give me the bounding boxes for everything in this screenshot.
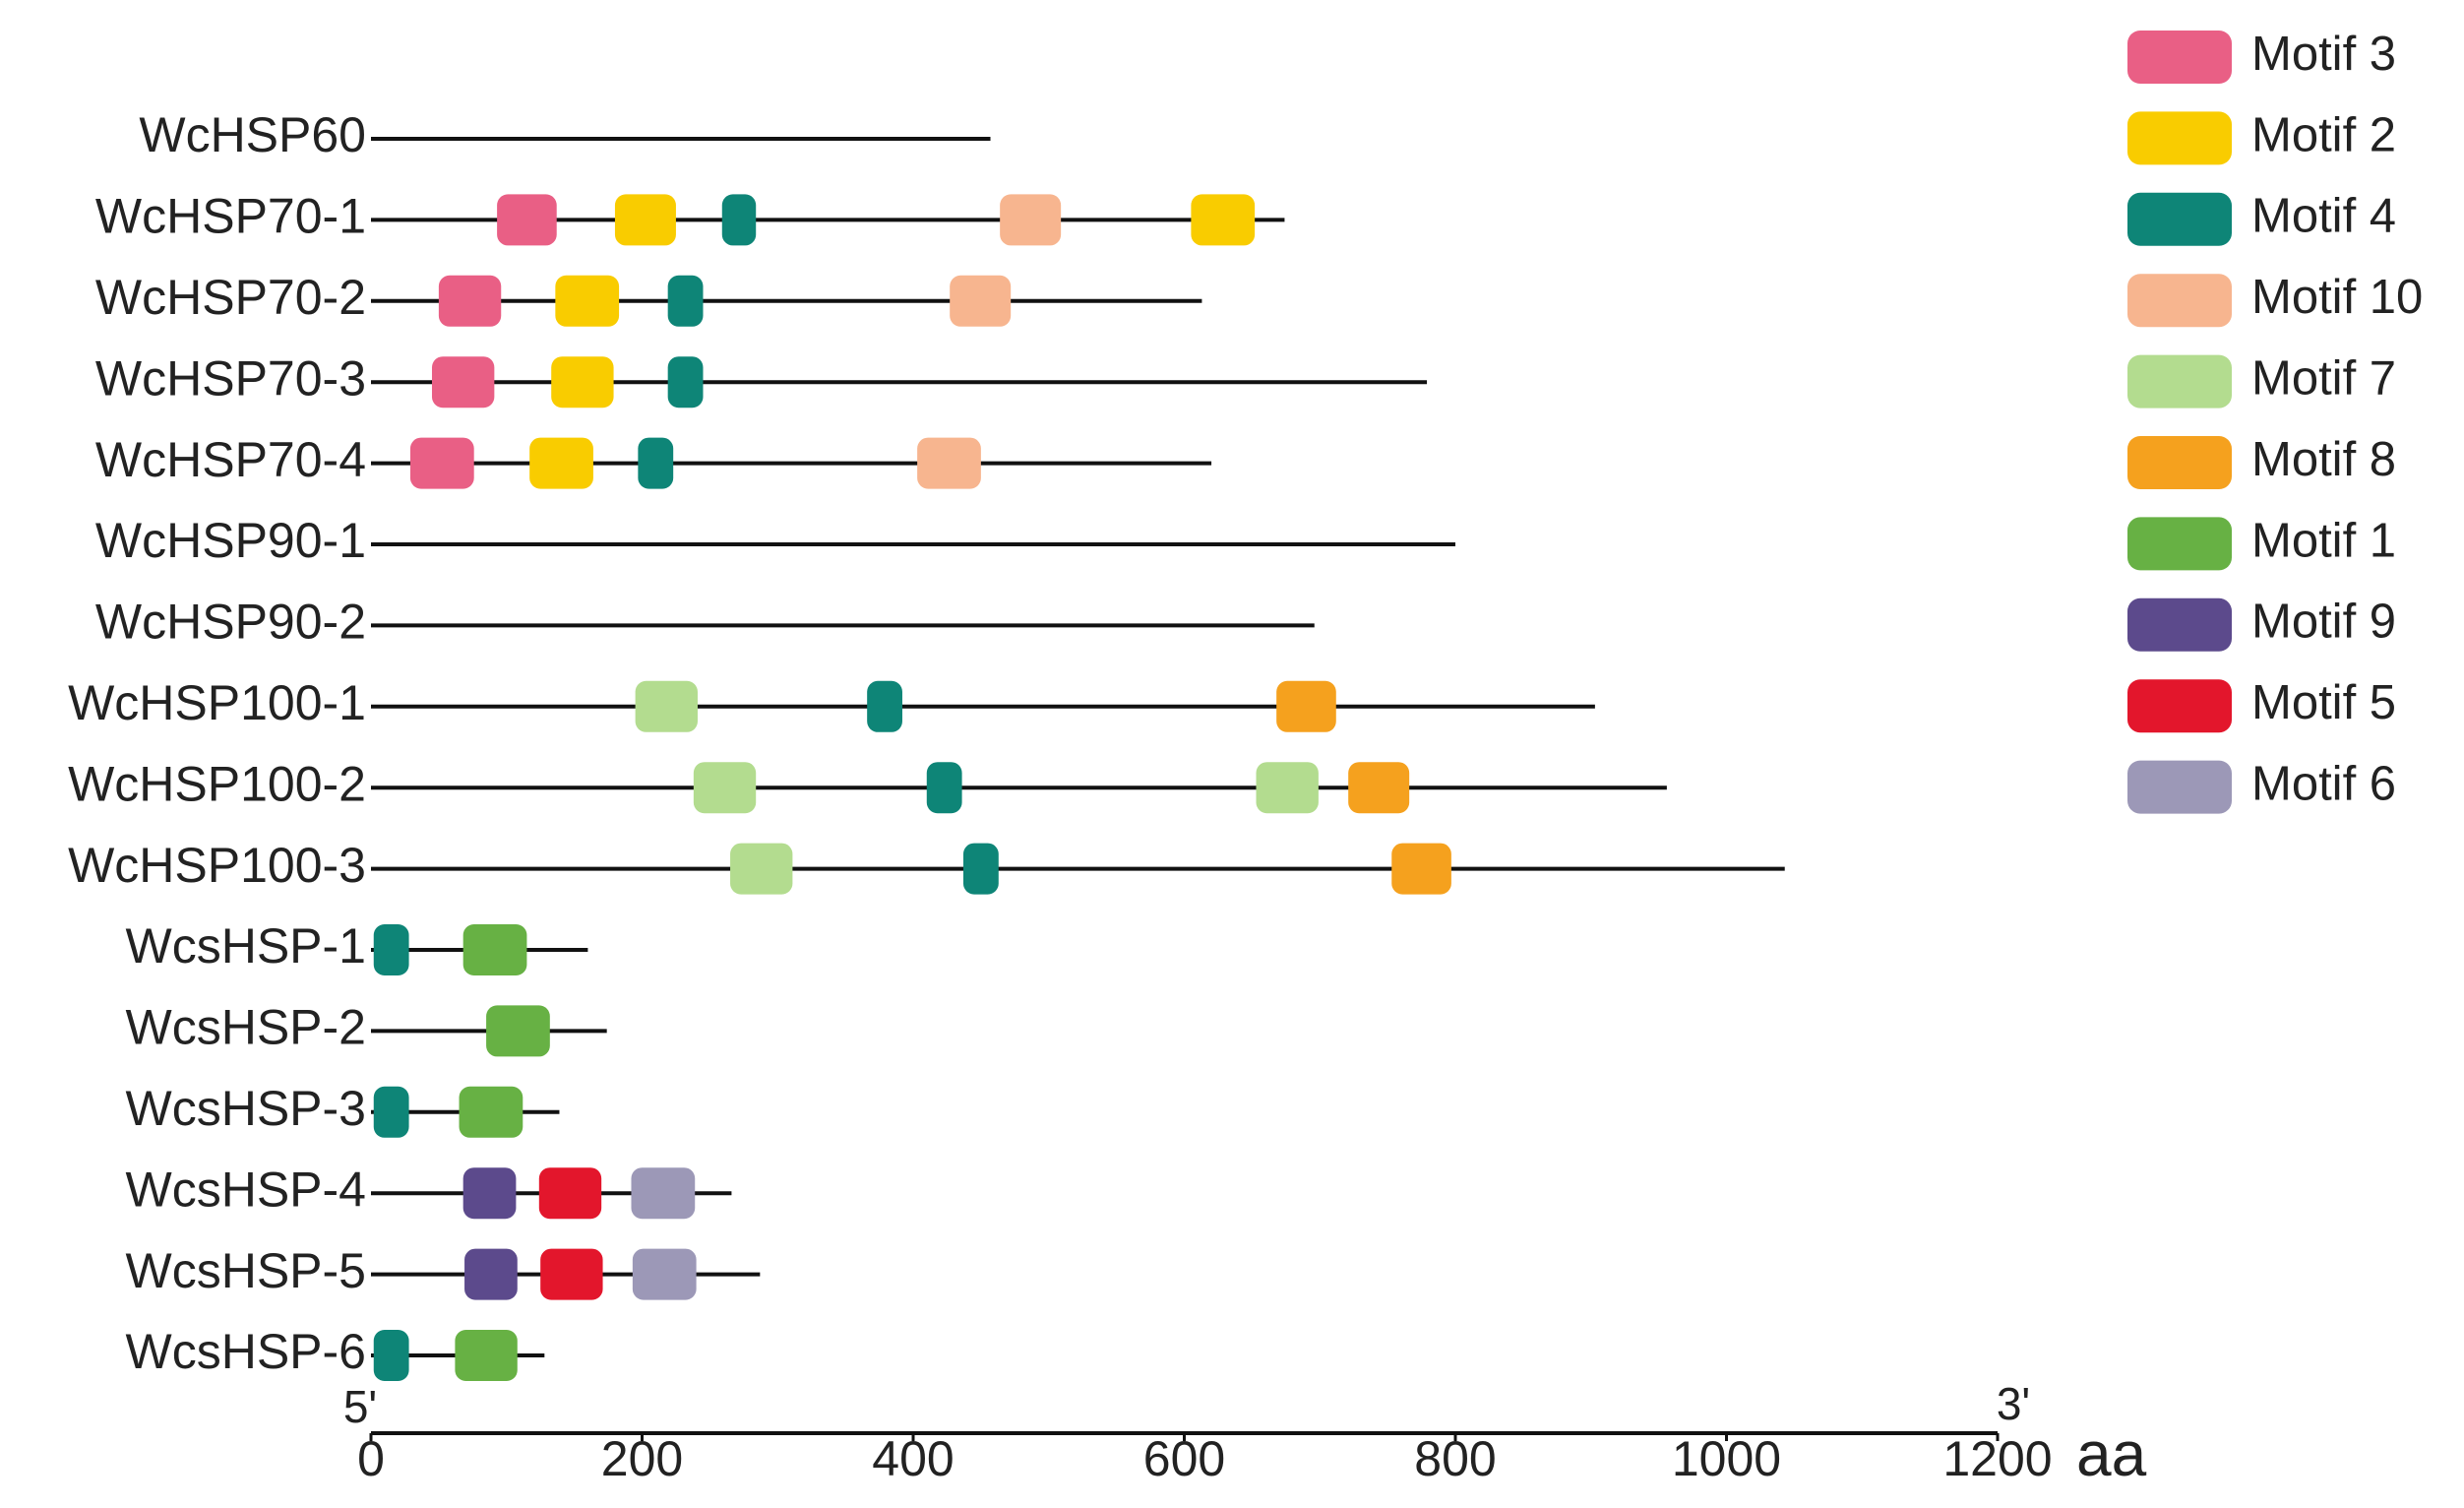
motif-box [693,762,757,814]
legend-swatch [2127,760,2232,814]
motif-box [409,437,474,489]
legend-label: Motif 6 [2251,758,2396,811]
motif-box [631,1167,696,1220]
protein-label: WcsHSP-3 [126,1081,366,1136]
x-tick-label: 1000 [1672,1431,1781,1486]
motif-box [1276,680,1336,732]
legend-label: Motif 3 [2251,28,2396,81]
protein-label: WcsHSP-4 [126,1162,366,1217]
motif-box [1391,843,1451,895]
motif-box [438,275,502,327]
protein-label: WcHSP90-1 [95,513,366,568]
motif-box [462,1167,517,1220]
legend-swatch [2127,436,2232,489]
legend-label: Motif 2 [2251,108,2396,161]
protein-label: WcHSP70-4 [95,432,366,487]
protein-label: WcHSP90-2 [95,595,366,650]
motif-box [373,924,409,975]
motif-box [721,194,757,246]
motif-box [373,1086,409,1138]
protein-label: WcHSP100-1 [68,675,366,730]
x-tick-label: 200 [601,1431,683,1486]
legend-swatch [2127,354,2232,408]
x-tick-label: 0 [357,1431,385,1486]
legend-swatch [2127,679,2232,733]
protein-label: WcHSP70-1 [95,189,366,244]
legend-label: Motif 7 [2251,352,2396,406]
legend-swatch [2127,111,2232,165]
protein-label: WcHSP70-3 [95,350,366,406]
motif-box [730,843,793,895]
legend-label: Motif 5 [2251,676,2396,729]
protein-label: WcsHSP-5 [126,1243,366,1298]
x-unit-label: aa [2076,1418,2147,1489]
legend-swatch [2127,274,2232,328]
motif-box [455,1330,518,1381]
x-tick-label: 800 [1414,1431,1496,1486]
motif-box [667,275,704,327]
motif-box [551,356,614,408]
motif-box [1256,762,1319,814]
motif-box [555,275,620,327]
legend-swatch [2127,597,2232,652]
motif-box [950,275,1012,327]
motif-box [632,1248,697,1300]
legend-label: Motif 8 [2251,433,2396,486]
motif-box [1000,194,1062,246]
motif-box [497,194,557,246]
motif-box [373,1330,409,1381]
x-tick-label: 400 [872,1431,954,1486]
motif-box [431,356,495,408]
motif-box [926,762,962,814]
three-prime-label: 3' [1997,1378,2030,1429]
protein-label: WcHSP100-3 [68,838,366,893]
motif-box [962,843,999,895]
motif-box [538,1167,602,1220]
protein-label: WcsHSP-1 [126,918,366,974]
motif-box [638,437,674,489]
legend-swatch [2127,517,2232,571]
x-tick-label: 600 [1143,1431,1225,1486]
motif-box [1191,194,1256,246]
motif-box [667,356,704,408]
motif-box [464,1248,518,1300]
motif-box [1348,762,1410,814]
motif-box [867,680,902,732]
protein-label: WcsHSP-2 [126,1000,366,1055]
legend-swatch [2127,192,2232,246]
legend-label: Motif 10 [2251,271,2423,324]
five-prime-label: 5' [343,1381,377,1432]
protein-label: WcHSP60 [139,107,366,162]
protein-label: WcsHSP-6 [126,1324,366,1379]
motif-box [462,924,527,975]
motif-box [540,1248,603,1300]
motif-box [529,437,593,489]
protein-label: WcHSP100-2 [68,756,366,811]
motif-box [486,1005,550,1057]
motif-box [635,680,698,732]
legend-label: Motif 4 [2251,190,2396,243]
protein-label: WcHSP70-2 [95,270,366,325]
legend-label: Motif 9 [2251,596,2396,649]
motif-box [917,437,981,489]
motif-box [459,1086,524,1138]
motif-box [614,194,676,246]
legend-label: Motif 1 [2251,514,2396,567]
legend-swatch [2127,31,2232,84]
x-tick-label: 1200 [1942,1431,2052,1486]
